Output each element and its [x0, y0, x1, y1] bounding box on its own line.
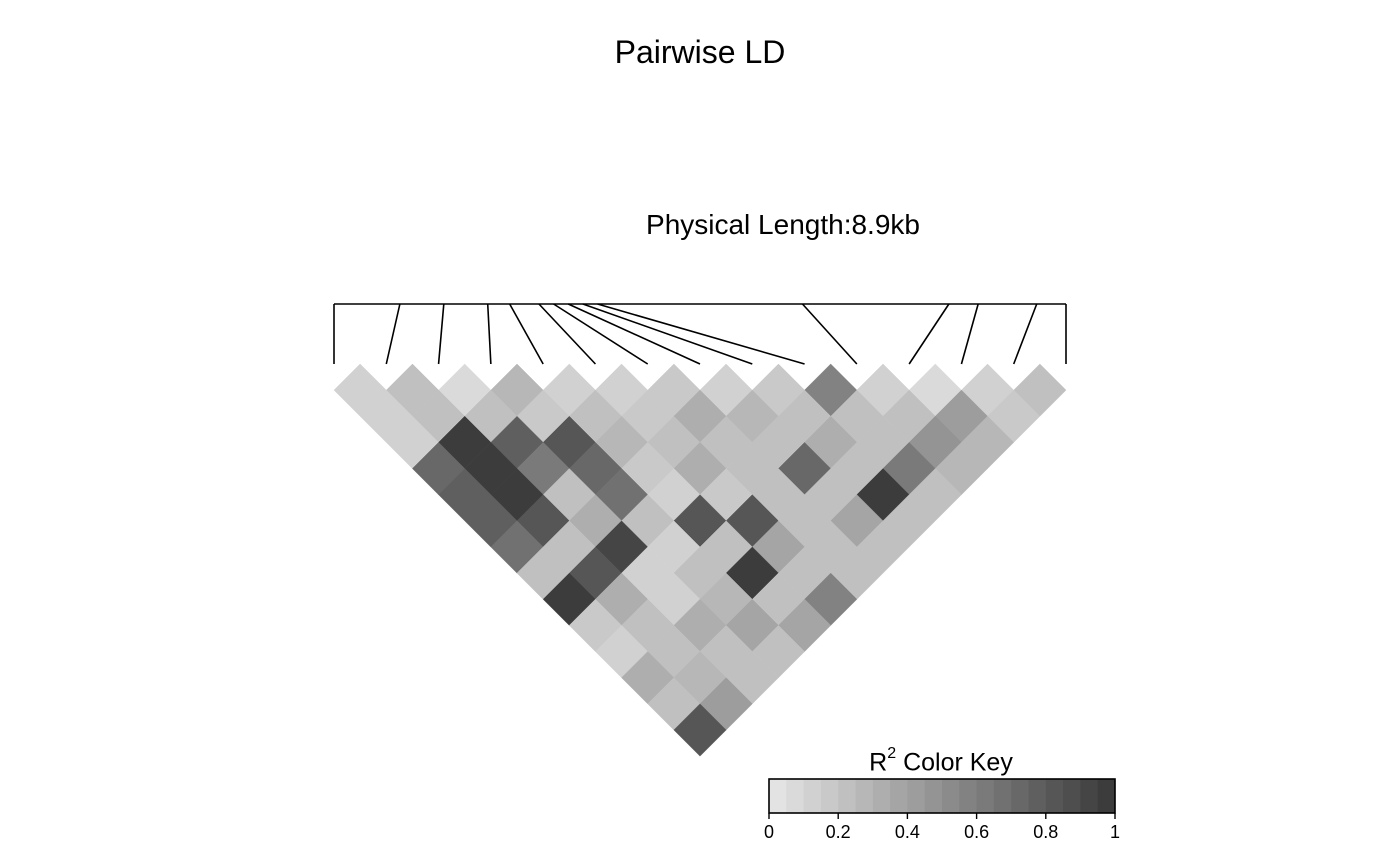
snp-position-bracket [333, 303, 1067, 365]
color-key: 0 0.2 0.4 0.6 0.8 1 [764, 778, 1120, 842]
color-key-swatch [769, 779, 787, 813]
color-key-swatch [890, 779, 908, 813]
snp-connector-line [508, 303, 544, 365]
color-key-swatch [993, 779, 1012, 813]
ld-cell [673, 703, 727, 757]
color-key-swatch [803, 779, 822, 813]
color-key-swatch [820, 779, 839, 813]
color-key-swatch [1097, 779, 1116, 813]
snp-connector-line [437, 303, 445, 365]
color-key-swatch [1011, 779, 1029, 813]
snp-connector-line [553, 303, 649, 365]
color-key-swatch [976, 779, 995, 813]
color-key-tick-label: 0.4 [895, 822, 920, 842]
snp-connector-line [486, 303, 492, 365]
physical-length-label: Physical Length:8.9kb [646, 209, 920, 240]
snp-connector-line [538, 303, 597, 365]
snp-connector-line [908, 303, 950, 365]
snp-connector-line [801, 303, 858, 365]
color-key-swatch [838, 779, 856, 813]
snp-connector-line [385, 303, 401, 365]
color-key-swatch [959, 779, 977, 813]
chart-title: Pairwise LD [614, 34, 786, 70]
color-key-swatch [1045, 779, 1064, 813]
color-key-tick-label: 0.6 [964, 822, 989, 842]
color-key-swatch [1080, 779, 1099, 813]
snp-connector-line [1012, 303, 1038, 365]
color-key-border [768, 778, 1116, 814]
color-key-tick-label: 0 [764, 822, 774, 842]
color-key-title: R2 Color Key [869, 745, 1013, 777]
color-key-swatch [924, 779, 943, 813]
color-key-swatch [942, 779, 960, 813]
snp-connector-line [597, 303, 805, 365]
color-key-swatch [1063, 779, 1081, 813]
color-key-tick-label: 0.8 [1033, 822, 1058, 842]
color-key-tick-label: 1 [1110, 822, 1120, 842]
color-key-tick-label: 0.2 [826, 822, 851, 842]
snp-connector-line [567, 303, 701, 365]
color-key-swatch [872, 779, 891, 813]
color-key-swatch [1028, 779, 1047, 813]
snp-connector-line [582, 303, 753, 365]
snp-connector-line [960, 303, 979, 365]
color-key-swatch [786, 779, 804, 813]
color-key-swatch [855, 779, 874, 813]
ld-cells [333, 363, 1067, 757]
color-key-swatch [907, 779, 926, 813]
